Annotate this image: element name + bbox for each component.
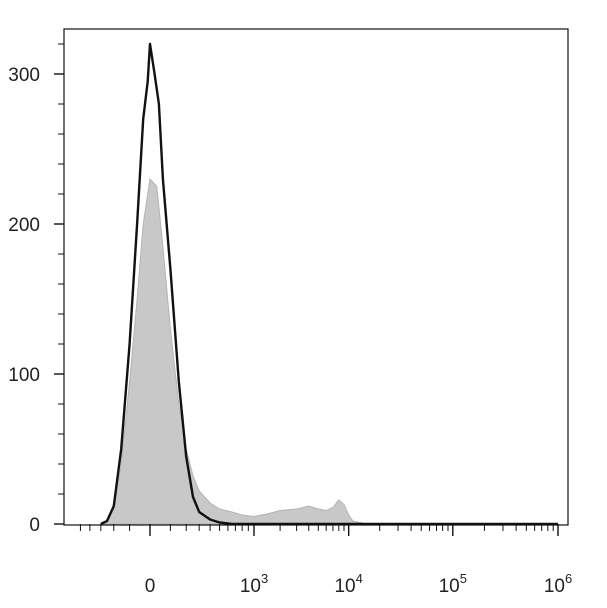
x-tick-label: 103 [240, 571, 268, 597]
x-tick-label: 0 [145, 576, 156, 597]
y-tick-label: 0 [29, 515, 40, 536]
x-tick-label: 105 [439, 571, 467, 597]
plot-frame [63, 28, 569, 526]
y-axis: 0 100 200 300 [8, 43, 64, 536]
x-tick-label: 106 [544, 571, 572, 597]
y-tick-label: 100 [8, 365, 40, 386]
series-1-line [100, 42, 558, 526]
series-0-area [100, 177, 558, 525]
y-tick-label: 200 [8, 215, 40, 236]
x-axis: 0 103 104 105 106 [79, 524, 572, 597]
y-tick-label: 300 [8, 65, 40, 86]
series-layer [100, 42, 558, 526]
x-tick-label: 104 [334, 571, 362, 597]
